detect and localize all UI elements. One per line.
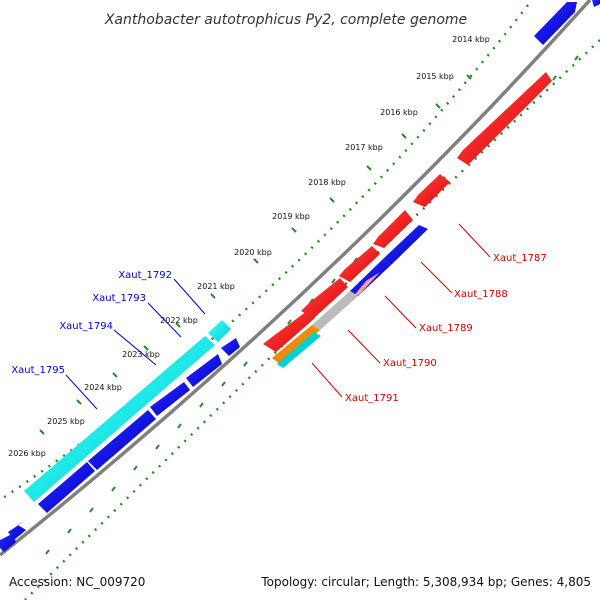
tick-label: 2019 kbp [272,212,310,221]
gene-reverse[interactable] [88,410,156,470]
gene-reverse[interactable] [0,534,16,552]
gene-misc[interactable] [352,272,380,298]
tick-label: 2022 kbp [160,316,198,325]
gene-reverse[interactable] [383,225,428,265]
tick-label: 2018 kbp [308,178,346,187]
inner-tick-ring [24,39,600,600]
right-gene-labels: Xaut_1787 Xaut_1788 Xaut_1789 Xaut_1790 … [345,253,547,404]
accession-text: Accession: NC_009720 [9,575,145,589]
left-label-leaders [65,278,206,410]
tick-label: 2023 kbp [122,350,160,359]
gene-reverse[interactable] [221,338,240,356]
tick-label: 2020 kbp [234,248,272,257]
tick-labels: 2014 kbp 2015 kbp 2016 kbp 2017 kbp 2018… [8,35,490,458]
genome-backbone [0,0,592,557]
gene-label[interactable]: Xaut_1792 [118,270,172,281]
tick-label: 2017 kbp [345,143,383,152]
gene-forward[interactable] [413,174,450,207]
gene-label[interactable]: Xaut_1789 [419,323,473,334]
gene-forward[interactable] [339,246,380,282]
outer-major-ticks [39,74,472,435]
tick-label: 2014 kbp [452,35,490,44]
genome-summary-text: Topology: circular; Length: 5,308,934 bp… [260,575,591,589]
reverse-strand-genes [0,0,600,552]
gene-misc[interactable] [277,332,321,368]
tick-label: 2025 kbp [47,417,85,426]
gene-label[interactable]: Xaut_1794 [59,321,113,332]
right-label-leaders [311,223,491,398]
tick-label: 2016 kbp [380,108,418,117]
tick-label: 2026 kbp [8,449,46,458]
map-title: Xanthobacter autotrophicus Py2, complete… [104,12,467,28]
gene-label[interactable]: Xaut_1790 [383,358,437,369]
left-gene-labels: Xaut_1792 Xaut_1793 Xaut_1794 Xaut_1795 [11,270,172,376]
gene-label[interactable]: Xaut_1788 [454,289,508,300]
gene-label[interactable]: Xaut_1793 [92,293,146,304]
gene-misc[interactable] [272,325,320,364]
gene-label[interactable]: Xaut_1791 [345,393,399,404]
forward-strand-genes [263,72,552,352]
gene-reverse[interactable] [534,2,577,45]
outer-left-cyan-genes [24,320,231,502]
gene-forward[interactable] [301,278,348,318]
gene-reverse[interactable] [38,462,95,513]
gene-cyan[interactable] [24,336,215,502]
gene-reverse[interactable] [592,0,600,7]
gene-misc[interactable] [312,291,358,330]
tick-label: 2024 kbp [84,383,122,392]
inner-right-genes [272,225,428,368]
gene-reverse[interactable] [350,259,391,296]
tick-label: 2021 kbp [197,282,235,291]
gene-cyan[interactable] [208,320,231,342]
gene-label[interactable]: Xaut_1795 [11,365,65,376]
gene-forward[interactable] [263,311,315,352]
gene-forward[interactable] [373,210,413,248]
tick-label: 2015 kbp [416,72,454,81]
gene-forward[interactable] [457,72,552,165]
gene-reverse[interactable] [186,354,222,387]
gene-reverse[interactable] [150,382,190,416]
gene-label[interactable]: Xaut_1787 [493,253,547,264]
